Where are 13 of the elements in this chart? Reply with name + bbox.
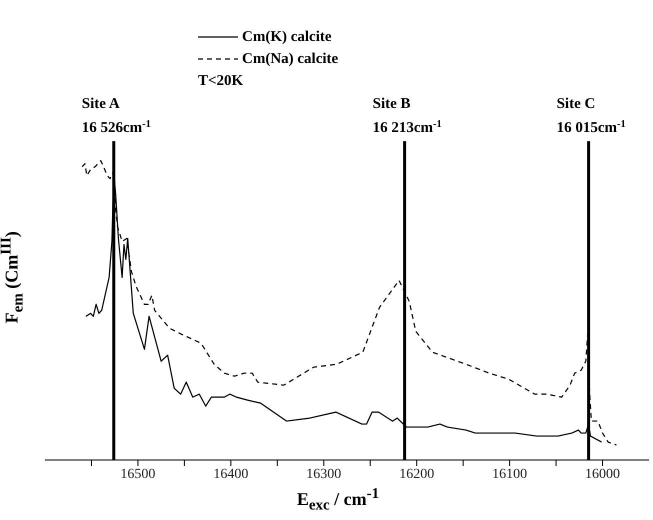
x-tick-label: 16100: [492, 466, 528, 482]
legend-label: Cm(K) calcite: [242, 28, 332, 47]
x-tick-label: 16200: [399, 466, 434, 482]
ref-line-label: Site B 16 213cm$^{-1}$: [372, 96, 442, 136]
text: T<20K: [198, 73, 244, 89]
ref-line-label: Site A 16 526cm$^{-1}$: [82, 96, 151, 136]
x-tick-label: 16300: [306, 466, 342, 482]
ref-line-label: Site C 16 015cm$^{-1}$: [556, 96, 626, 136]
x-tick-label: 16500: [120, 466, 156, 482]
x-tick-label: 16000: [585, 466, 620, 482]
x-axis-title: E$_{exc}$ / cm$^{-1}$: [296, 486, 380, 514]
legend-label: Cm(Na) calcite: [242, 50, 338, 69]
x-tick-label: 16400: [213, 466, 248, 482]
